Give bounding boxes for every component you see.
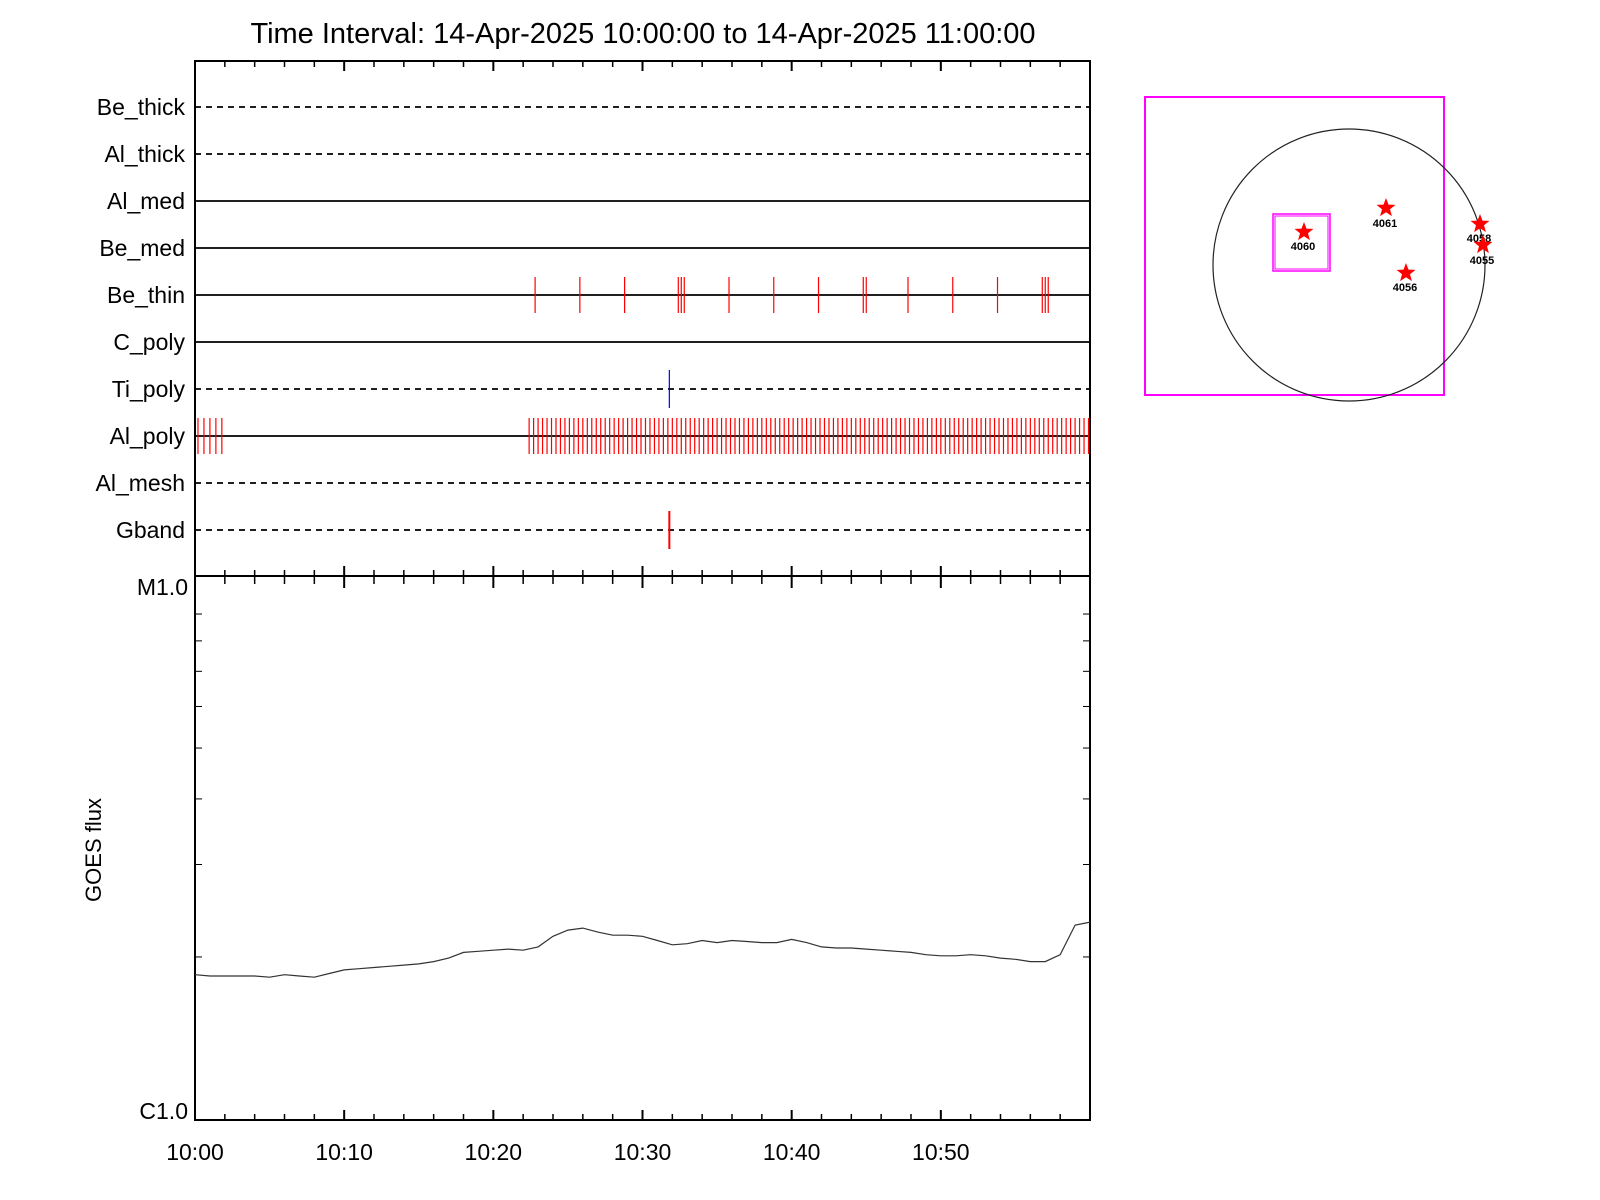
- active-region-4058: 4058: [1467, 214, 1491, 245]
- active-region-4060: 4060: [1291, 222, 1315, 253]
- channel-Be_thick: Be_thick: [97, 94, 1090, 120]
- field-of-view-box: [1144, 96, 1445, 396]
- channel-label: Al_mesh: [96, 470, 185, 496]
- region-label: 4055: [1470, 255, 1494, 267]
- channel-Be_med: Be_med: [99, 235, 1090, 261]
- channel-Gband: Gband: [116, 511, 1090, 549]
- channel-label: Al_poly: [110, 423, 186, 449]
- chart-title: Time Interval: 14-Apr-2025 10:00:00 to 1…: [250, 18, 1035, 50]
- star-icon: [1376, 198, 1396, 217]
- star-icon: [1473, 235, 1493, 254]
- x-tick-label: 10:30: [614, 1139, 672, 1165]
- star-icon: [1470, 214, 1490, 233]
- channel-label: Gband: [116, 517, 185, 543]
- timeline-frame: [194, 60, 1091, 577]
- channel-label: Al_med: [107, 188, 185, 214]
- x-tick-label: 10:10: [315, 1139, 373, 1165]
- region-label: 4061: [1373, 218, 1397, 230]
- goes-flux-line: [194, 921, 1091, 978]
- goes-frame: [194, 575, 1091, 1121]
- channel-Al_poly: Al_poly: [110, 418, 1090, 454]
- sun-map-panel: 4060 4061 4056 4058 4055: [1144, 96, 1494, 402]
- channel-Al_mesh: Al_mesh: [96, 470, 1090, 496]
- x-tick-label: 10:20: [465, 1139, 523, 1165]
- active-region-4056: 4056: [1393, 263, 1417, 294]
- channel-C_poly: C_poly: [113, 329, 1090, 355]
- channel-label: Be_thin: [107, 282, 185, 308]
- region-label: 4060: [1291, 241, 1315, 253]
- channel-label: C_poly: [113, 329, 185, 355]
- active-region-4061: 4061: [1373, 198, 1397, 230]
- star-icon: [1396, 263, 1416, 282]
- x-tick-label: 10:00: [166, 1139, 224, 1165]
- y-tick-label-bottom: C1.0: [139, 1098, 188, 1124]
- channel-Ti_poly: Ti_poly: [112, 370, 1090, 408]
- channel-Be_thin: Be_thin: [107, 277, 1090, 313]
- goes-panel: M1.0 C1.0 GOES flux 10:00 10:10 10:20 10:30…: [81, 574, 1091, 1165]
- solar-disk: [1212, 128, 1486, 402]
- instrument-box-outer: [1272, 213, 1331, 272]
- channel-label: Al_thick: [104, 141, 185, 167]
- channel-Al_med: Al_med: [107, 188, 1090, 214]
- y-tick-label-top: M1.0: [137, 574, 188, 600]
- channel-label: Ti_poly: [112, 376, 186, 402]
- channel-label: Be_med: [99, 235, 185, 261]
- channel-label: Be_thick: [97, 94, 186, 120]
- region-label: 4056: [1393, 282, 1417, 294]
- timeline-panel: Be_thick Al_thick Al_med Be_med Be_thin C_pol…: [96, 60, 1091, 577]
- star-icon: [1294, 222, 1314, 241]
- instrument-box-inner: [1274, 215, 1329, 270]
- active-region-4055: 4055: [1470, 235, 1494, 267]
- x-tick-label: 10:50: [912, 1139, 970, 1165]
- channel-Al_thick: Al_thick: [104, 141, 1090, 167]
- y-axis-label: GOES flux: [81, 798, 106, 902]
- x-tick-label: 10:40: [763, 1139, 821, 1165]
